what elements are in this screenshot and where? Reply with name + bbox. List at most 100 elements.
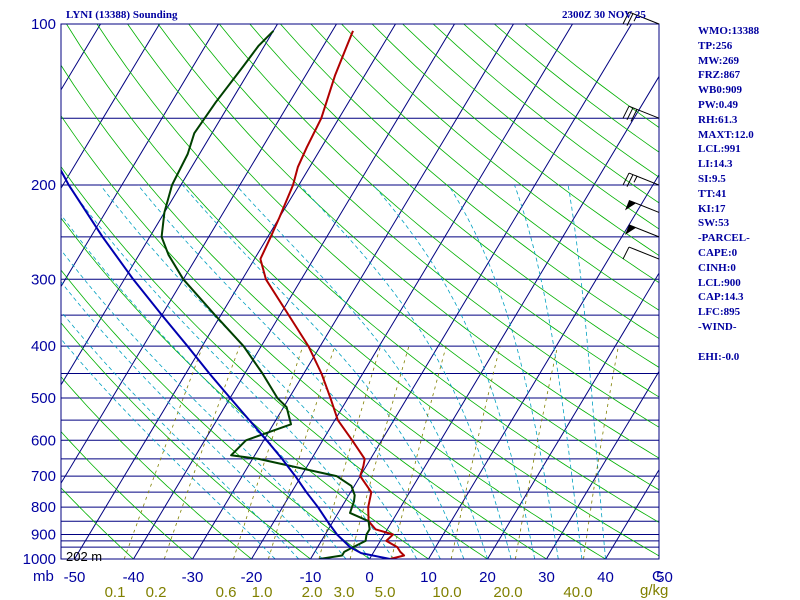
wind-barb-staff	[628, 199, 660, 213]
grid-layer	[61, 24, 659, 559]
wind-barbs	[622, 11, 660, 260]
temperature-profile	[259, 30, 406, 559]
wind-barb-half-flag	[633, 176, 638, 183]
pressure-tick-label: 1000	[23, 551, 56, 568]
wind-barb-flag	[622, 246, 630, 260]
index-tt: TT:41	[698, 187, 727, 200]
mixing-ratio-line	[450, 346, 501, 559]
temperature-tick-label: 50	[656, 569, 673, 586]
index-sw: SW:53	[698, 217, 730, 230]
pressure-tick-label: 200	[31, 177, 56, 194]
mixing-ratio-unit-label: g/kg	[640, 582, 669, 599]
wind-barb-staff	[628, 105, 660, 119]
moist-adiabat-line	[137, 184, 441, 559]
temperature-tick-label: 20	[479, 569, 496, 586]
index-frz: FRZ:867	[698, 69, 741, 82]
wind-barb	[622, 11, 660, 26]
dry-adiabat-line	[61, 269, 370, 559]
parcel-profile	[61, 168, 391, 559]
profile-layer	[61, 30, 406, 559]
wind-barb	[625, 224, 660, 238]
dry-adiabat-line	[249, 24, 659, 368]
wind-barb	[622, 105, 660, 122]
mixing-ratio-line	[583, 346, 619, 559]
isotherm-line	[61, 24, 337, 485]
plot-frame	[60, 23, 660, 560]
isotherm-line	[74, 24, 396, 559]
wind-barb-flag	[622, 11, 630, 25]
index-cape: CAPE:0	[698, 246, 738, 259]
mixing-ratio-tick-label: 0.1	[105, 584, 126, 600]
wind-barb-flag	[626, 107, 634, 121]
wind-barb-staff	[628, 172, 660, 186]
moist-adiabat-line	[61, 281, 323, 559]
pressure-tick-label: 500	[31, 390, 56, 407]
wind-barb-flag	[622, 172, 630, 186]
pressure-tick-label: 600	[31, 432, 56, 449]
wind-barb	[622, 246, 660, 260]
index-spacer	[698, 335, 759, 350]
temperature-tick-label: -40	[123, 569, 145, 586]
isotherm-line	[61, 24, 278, 386]
moist-adiabat-line	[61, 249, 347, 559]
isotherm-line	[546, 370, 659, 559]
index-wb0: WB0:909	[698, 84, 742, 97]
temperature-tick-label: -20	[241, 569, 263, 586]
wind-heading: -WIND-	[698, 320, 737, 333]
wind-barb-flag	[622, 105, 630, 119]
station-elevation: 202 m	[66, 549, 103, 564]
index-li: LI:14.3	[698, 158, 733, 171]
mixing-ratio-line	[318, 345, 381, 559]
wind-barb	[625, 199, 660, 213]
dry-adiabat-line	[61, 431, 193, 559]
temperature-tick-label: -30	[182, 569, 204, 586]
pressure-tick-label: 900	[31, 527, 56, 544]
wind-barb-flag	[626, 13, 634, 26]
moist-adiabat-line	[61, 310, 299, 559]
index-tp: TP:256	[698, 39, 733, 52]
index-ki: KI:17	[698, 202, 726, 215]
mixing-ratio-tick-label: 20.0	[493, 584, 522, 600]
index-si: SI:9.5	[698, 172, 726, 185]
pressure-unit-label: mb	[33, 568, 54, 585]
mixing-ratio-line	[268, 345, 336, 559]
dry-adiabat-line	[218, 24, 659, 398]
dry-adiabat-line	[188, 24, 659, 428]
mixing-ratio-tick-label: 0.2	[146, 584, 167, 600]
wind-barb-pennant	[625, 200, 636, 211]
index-lcl: LCL:991	[698, 143, 741, 156]
dry-adiabat-line	[341, 24, 659, 284]
wind-barb-staff	[628, 224, 660, 238]
moist-adiabat-line	[567, 185, 606, 559]
mixing-ratio-line	[515, 346, 558, 559]
moist-adiabat-line	[372, 184, 536, 559]
wind-barb-flag	[626, 174, 634, 187]
mixing-ratio-line	[233, 345, 304, 559]
isotherm-line	[428, 173, 659, 559]
temperature-unit-label: C	[652, 568, 663, 585]
stability-indices-panel: WMO:13388 TP:256 MW:269 FRZ:867 WB0:909 …	[698, 24, 759, 364]
plot-background	[61, 24, 659, 559]
pressure-tick-label: 700	[31, 468, 56, 485]
temperature-tick-label: -10	[300, 569, 322, 586]
index-lfc: LFC:895	[698, 306, 741, 319]
dry-adiabat-line	[96, 24, 659, 523]
mixing-ratio-tick-label: 3.0	[334, 584, 355, 600]
mixing-ratio-line	[391, 345, 447, 559]
index-ehi: EHI:-0.0	[698, 350, 740, 363]
pressure-tick-label: 100	[31, 16, 56, 33]
dry-adiabat-line	[61, 376, 252, 559]
mixing-ratio-tick-label: 40.0	[563, 584, 592, 600]
index-pw: PW:0.49	[698, 98, 739, 111]
mixing-ratio-tick-label: 10.0	[432, 584, 461, 600]
dry-adiabat-line	[127, 24, 659, 491]
dry-adiabat-line	[61, 487, 134, 559]
moist-adiabat-line	[235, 184, 488, 559]
dry-adiabat-line	[66, 24, 659, 557]
wind-barb-pennant	[625, 224, 636, 235]
parcel-heading: -PARCEL-	[698, 232, 750, 245]
index-mw: MW:269	[698, 54, 739, 67]
isotherm-line	[61, 24, 160, 190]
sounding-time: 2300Z 30 NOV 25	[562, 9, 646, 21]
